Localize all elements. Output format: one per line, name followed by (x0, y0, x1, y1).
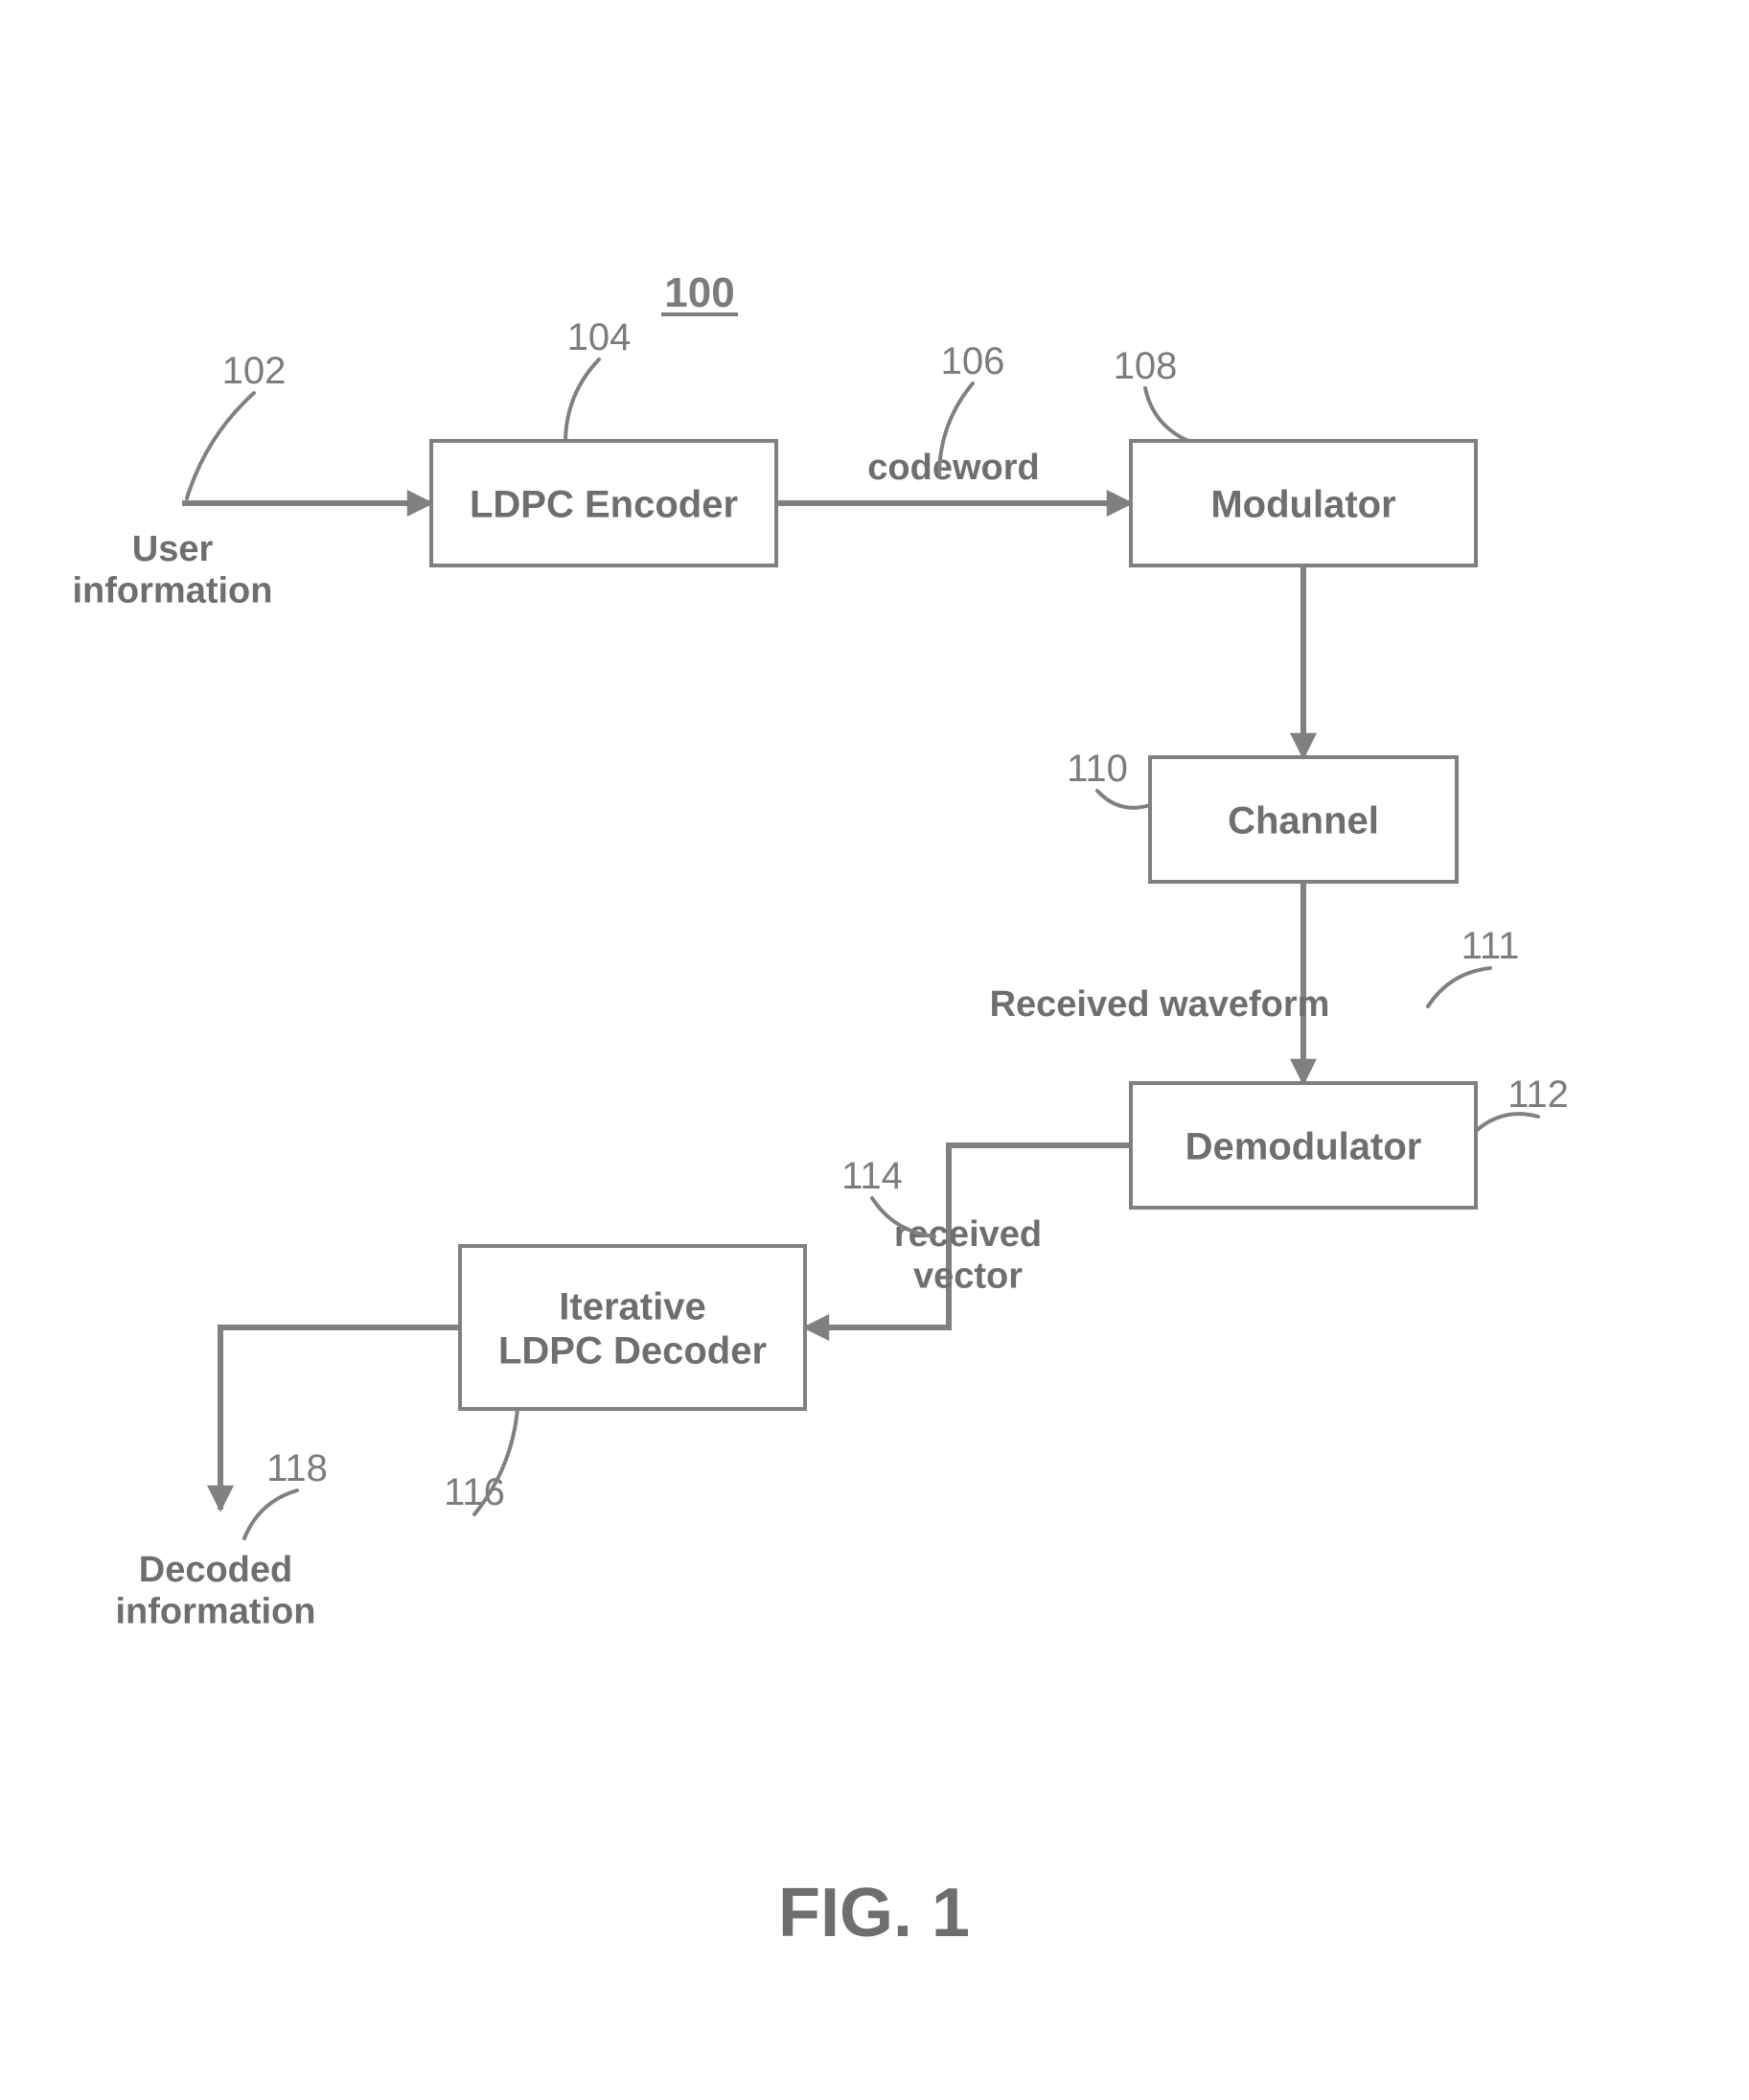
refnum-r108: 108 (1114, 345, 1188, 441)
refnum-r108-leader (1145, 388, 1188, 441)
node-demod-label: Demodulator (1185, 1126, 1422, 1168)
refnum-r108-text: 108 (1114, 345, 1178, 387)
edge-label-lbl_rxwf: Received waveform (990, 984, 1330, 1025)
edge-label-lbl_code-text: codeword (867, 448, 1039, 488)
refnum-r104-leader (565, 359, 599, 441)
refnum-r106-text: 106 (941, 340, 1005, 382)
refnum-r118-text: 118 (266, 1447, 328, 1489)
refnum-r118-leader (244, 1490, 297, 1538)
edge-label-lbl_user-text: information (73, 571, 273, 612)
node-encoder: LDPC Encoder (431, 441, 776, 565)
refnum-r114-text: 114 (841, 1155, 903, 1197)
node-decoder-label: LDPC Decoder (498, 1330, 767, 1373)
node-encoder-label: LDPC Encoder (470, 484, 738, 526)
refnum-r116-text: 116 (444, 1471, 505, 1513)
edge-label-lbl_rxvec-text: vector (913, 1257, 1023, 1297)
node-modulator: Modulator (1131, 441, 1476, 565)
refnum-r104: 104 (565, 316, 631, 441)
node-decoder: IterativeLDPC Decoder (460, 1246, 805, 1409)
refnum-r102-text: 102 (222, 350, 287, 392)
refnum-r110-leader (1097, 791, 1150, 808)
refnum-r118: 118 (244, 1447, 328, 1538)
edge-label-lbl_rxwf-text: Received waveform (990, 984, 1330, 1025)
edge-label-lbl_rxvec: receivedvector (894, 1214, 1042, 1297)
refnum-r111-leader (1428, 968, 1490, 1006)
diagram-title: 100 (664, 269, 734, 316)
node-decoder-label: Iterative (559, 1286, 705, 1328)
refnum-r104-text: 104 (567, 316, 632, 358)
node-demod: Demodulator (1131, 1083, 1476, 1208)
edge-label-lbl_out-text: information (116, 1592, 316, 1632)
refnum-r111-text: 111 (1461, 925, 1520, 967)
refnum-r111: 111 (1428, 925, 1519, 1006)
refnum-r116: 116 (444, 1409, 518, 1514)
refnum-r112-text: 112 (1507, 1073, 1569, 1116)
edge-label-lbl_code: codeword (867, 448, 1039, 488)
edge-label-lbl_out: Decodedinformation (116, 1550, 316, 1632)
edge-label-lbl_user: Userinformation (73, 529, 273, 612)
refnum-r112: 112 (1476, 1073, 1569, 1131)
node-modulator-label: Modulator (1210, 484, 1395, 526)
refnum-r110-text: 110 (1067, 748, 1128, 790)
edge-label-lbl_out-text: Decoded (139, 1550, 292, 1590)
refnum-r110: 110 (1067, 748, 1150, 808)
figure-label: FIG. 1 (778, 1875, 970, 1951)
node-channel: Channel (1150, 757, 1457, 882)
refnum-r102-leader (187, 393, 254, 498)
node-channel-label: Channel (1228, 800, 1379, 842)
edge-e_dec_out (220, 1327, 460, 1510)
refnum-r102: 102 (187, 350, 286, 498)
refnum-r112-leader (1476, 1114, 1538, 1131)
edge-label-lbl_user-text: User (132, 529, 214, 569)
